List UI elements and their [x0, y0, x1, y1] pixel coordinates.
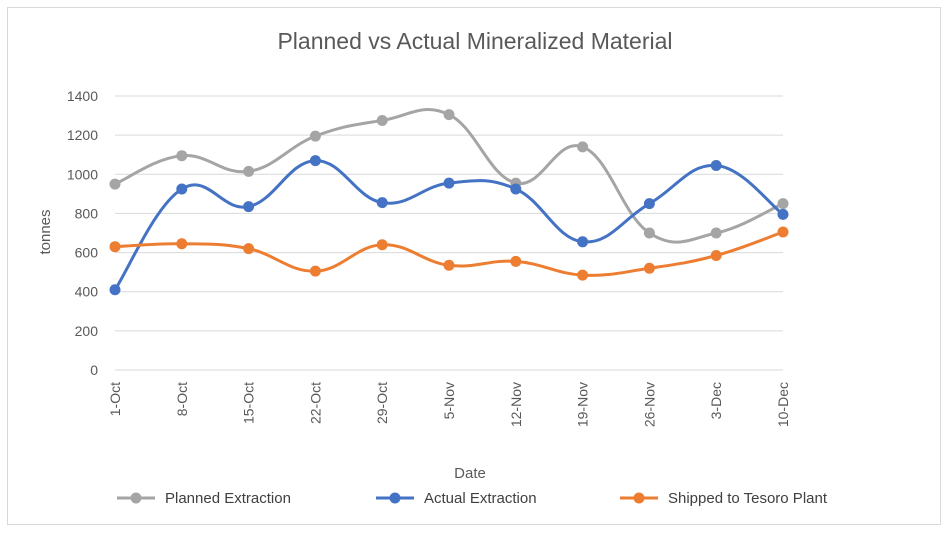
data-point — [443, 177, 455, 189]
data-point — [510, 183, 522, 195]
legend-entry: Planned Extraction — [117, 490, 291, 507]
data-point — [176, 238, 188, 250]
legend-label: Planned Extraction — [165, 490, 291, 507]
y-tick-label: 400 — [75, 284, 99, 300]
x-tick-label: 8-Oct — [174, 382, 190, 416]
data-point — [109, 178, 121, 190]
x-tick-label: 5-Nov — [441, 382, 457, 419]
data-point — [309, 265, 321, 277]
legend-marker — [633, 492, 645, 504]
data-point — [309, 155, 321, 167]
x-tick-label: 22-Oct — [307, 382, 323, 424]
data-point — [643, 227, 655, 239]
data-point — [577, 141, 589, 153]
data-point — [109, 284, 121, 296]
series-line — [113, 108, 785, 244]
data-point — [777, 198, 789, 210]
y-tick-label: 1400 — [67, 88, 98, 104]
y-tick-label: 1000 — [67, 166, 98, 182]
y-axis-title: tonnes — [37, 209, 54, 254]
data-point — [577, 269, 589, 281]
data-point — [710, 159, 722, 171]
y-tick-label: 200 — [75, 323, 99, 339]
data-point — [243, 243, 255, 255]
data-point — [577, 236, 589, 248]
x-tick-label: 10-Dec — [775, 382, 791, 427]
legend-label: Actual Extraction — [424, 490, 537, 507]
data-point — [309, 130, 321, 142]
data-point — [243, 201, 255, 213]
data-point — [443, 259, 455, 271]
y-tick-label: 0 — [90, 362, 98, 378]
data-point — [176, 183, 188, 195]
data-point — [109, 241, 121, 253]
legend-entry: Actual Extraction — [376, 490, 537, 507]
x-tick-label: 1-Oct — [107, 382, 123, 416]
legend-entry: Shipped to Tesoro Plant — [620, 490, 828, 507]
data-point — [710, 250, 722, 262]
legend-label: Shipped to Tesoro Plant — [668, 490, 828, 507]
data-point — [376, 197, 388, 209]
data-point — [376, 239, 388, 251]
chart-title: Planned vs Actual Mineralized Material — [277, 28, 672, 54]
series-shipped-to-tesoro-plant — [109, 226, 789, 281]
y-tick-label: 800 — [75, 205, 99, 221]
data-point — [176, 150, 188, 162]
gridlines — [115, 95, 783, 371]
legend-marker — [389, 492, 401, 504]
series-group — [109, 108, 789, 296]
data-point — [443, 109, 455, 121]
data-point — [710, 227, 722, 239]
data-point — [510, 255, 522, 267]
x-tick-label: 19-Nov — [575, 382, 591, 427]
data-point — [777, 208, 789, 220]
data-point — [643, 262, 655, 274]
x-axis-ticks: 1-Oct 8-Oct 15-Oct 22-Oct 29-Oct 5-Nov 12-Nov 1… — [107, 382, 791, 427]
y-tick-label: 1200 — [67, 127, 98, 143]
x-tick-label: 29-Oct — [374, 382, 390, 424]
legend: Planned Extraction Actual Extraction Shipp… — [117, 490, 828, 507]
y-axis-ticks: 0 200 400 600 800 1000 1200 1400 — [67, 88, 98, 378]
legend-marker — [130, 492, 142, 504]
y-tick-label: 600 — [75, 245, 99, 261]
data-point — [376, 114, 388, 126]
data-point — [243, 165, 255, 177]
data-point — [777, 226, 789, 238]
x-tick-label: 26-Nov — [641, 382, 657, 427]
x-axis-title: Date — [454, 465, 486, 482]
series-actual-extraction — [109, 155, 789, 296]
x-tick-label: 12-Nov — [508, 382, 524, 427]
x-tick-label: 15-Oct — [241, 382, 257, 424]
data-point — [643, 198, 655, 210]
x-tick-label: 3-Dec — [708, 382, 724, 419]
